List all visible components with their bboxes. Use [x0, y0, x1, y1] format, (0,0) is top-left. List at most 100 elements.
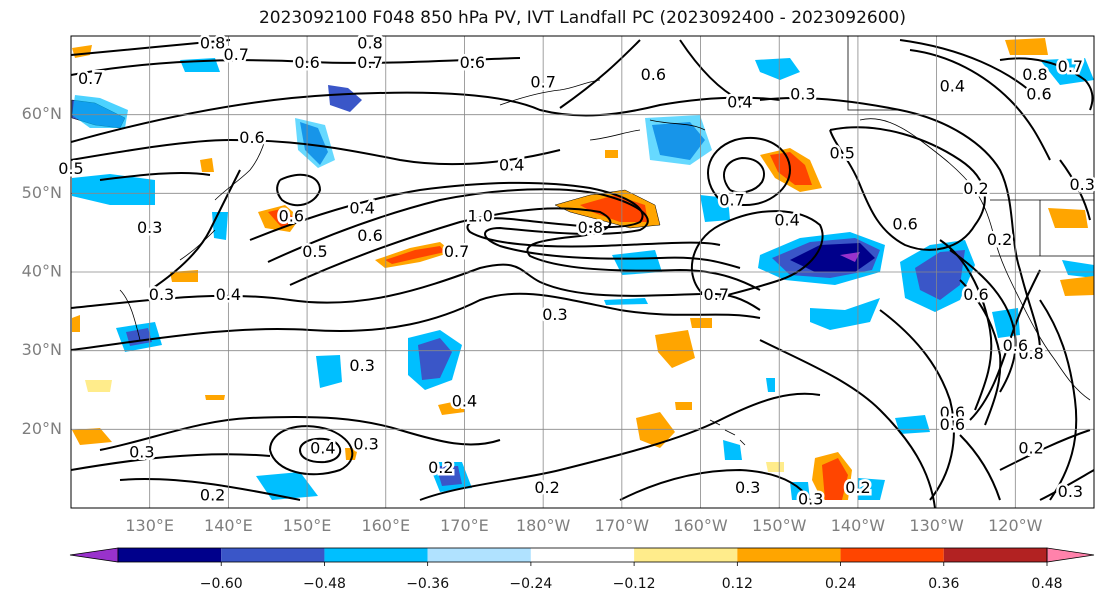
contour-label: 0.3 [137, 218, 162, 237]
colorbar-tick-label: 0.12 [722, 576, 753, 592]
longitude-tick-label: 160°E [361, 516, 410, 535]
contour-label: 0.6 [963, 285, 988, 304]
contour-label: 0.4 [216, 285, 241, 304]
contour-label: 0.6 [279, 206, 304, 225]
colorbar-segment [530, 548, 635, 562]
contour-label: 0.3 [735, 478, 760, 497]
contour-label: 0.7 [444, 242, 469, 261]
longitude-labels: 130°E 140°E 150°E 160°E 170°E 180°W 170°W 160°W… [125, 516, 1042, 535]
colorbar-segment [324, 548, 428, 562]
latitude-tick-label: 50°N [22, 183, 62, 202]
contour-label: 0.2 [534, 478, 559, 497]
contour-label: 0.6 [892, 214, 917, 233]
contour-label: 0.8 [1022, 65, 1047, 84]
coastlines [119, 36, 1094, 446]
contour-label: 0.7 [719, 191, 744, 210]
contour-label: 0.6 [460, 53, 485, 72]
contour-label: 0.3 [353, 435, 378, 454]
contour-label: 0.2 [428, 458, 453, 477]
latitude-tick-label: 30°N [22, 340, 62, 359]
latitude-tick-label: 60°N [22, 104, 62, 123]
colorbar: −0.60 −0.48 −0.36 −0.24 −0.12 0.12 0.24 0.36 0.4… [69, 547, 1095, 592]
contour-labels: 0.80.70.80.70.6 0.60.7 0.7 0.60.4 0.3 0.40.80… [56, 31, 1098, 511]
contour-label: 0.7 [357, 53, 382, 72]
contour-label: 0.3 [790, 85, 815, 104]
colorbar-tick-label: 0.48 [1031, 576, 1062, 592]
latitude-labels: 20°N 30°N 40°N 50°N 60°N [22, 104, 62, 438]
colorbar-frame [117, 547, 1048, 563]
colorbar-segment [840, 548, 944, 562]
colorbar-extend-min [69, 547, 119, 563]
longitude-tick-label: 170°W [595, 516, 650, 535]
contour-label: 0.2 [200, 486, 225, 505]
contour-label: 0.6 [1003, 336, 1028, 355]
longitude-tick-label: 150°W [752, 516, 807, 535]
contour-label: 0.4 [774, 210, 799, 229]
contour-label: 0.6 [940, 415, 965, 434]
contour-label: 0.7 [1058, 57, 1083, 76]
contour-label: 0.6 [1026, 85, 1051, 104]
longitude-tick-label: 130°W [909, 516, 964, 535]
longitude-tick-label: 120°W [988, 516, 1043, 535]
contour-label: 0.4 [452, 391, 477, 410]
contour-label: 0.6 [357, 226, 382, 245]
contour-label: 0.7 [530, 73, 555, 92]
colorbar-tick-label: −0.48 [303, 576, 346, 592]
colorbar-tick-label: 0.36 [928, 576, 959, 592]
map-frame [70, 35, 1095, 509]
contour-label: 0.3 [542, 305, 567, 324]
colorbar-tick-label: 0.24 [825, 576, 856, 592]
contour-label: 0.8 [200, 33, 225, 52]
contour-label: 0.4 [727, 92, 752, 111]
contour-label: 0.3 [349, 356, 374, 375]
contour-label: 0.8 [357, 33, 382, 52]
contour-label: 0.3 [1058, 482, 1083, 501]
contour-label: 0.2 [987, 230, 1012, 249]
contour-label: 0.7 [78, 69, 103, 88]
contour-label: 0.8 [578, 218, 603, 237]
colorbar-tick-label: −0.60 [200, 576, 243, 592]
colorbar-tick-label: −0.24 [509, 576, 552, 592]
contour-label: 0.4 [310, 439, 335, 458]
contour-label: 0.2 [963, 179, 988, 198]
longitude-tick-label: 140°W [831, 516, 886, 535]
latitude-tick-label: 20°N [22, 419, 62, 438]
contour-label: 0.6 [641, 65, 666, 84]
colorbar-tick-label: −0.12 [613, 576, 656, 592]
contour-label: 0.6 [294, 53, 319, 72]
contour-label: 0.4 [940, 77, 965, 96]
contour-label: 0.4 [349, 199, 374, 218]
contour-label: 0.3 [1069, 175, 1094, 194]
contour-label: 0.7 [224, 45, 249, 64]
latitude-tick-label: 40°N [22, 262, 62, 281]
map-title: 2023092100 F048 850 hPa PV, IVT Landfall… [258, 8, 906, 28]
contour-label: 0.6 [239, 128, 264, 147]
contour-label: 0.3 [798, 490, 823, 509]
colorbar-segment [634, 548, 738, 562]
contour-label: 0.5 [302, 242, 327, 261]
longitude-tick-label: 180°W [516, 516, 571, 535]
colorbar-tick-label: −0.36 [406, 576, 449, 592]
longitude-tick-label: 170°E [440, 516, 489, 535]
contour-label: 0.4 [499, 155, 524, 174]
contour-label: 0.5 [829, 144, 854, 163]
pv-contour-layer [71, 39, 1094, 508]
contour-label: 0.3 [149, 285, 174, 304]
contour-label: 0.6 [940, 403, 965, 422]
longitude-tick-label: 140°E [204, 516, 253, 535]
colorbar-segment [427, 548, 531, 562]
colorbar-segment [221, 548, 325, 562]
contour-label: 0.5 [58, 159, 83, 178]
longitude-tick-label: 160°W [673, 516, 728, 535]
contour-label: 0.3 [129, 442, 154, 461]
map-gridlines [71, 36, 1094, 508]
contour-label: 1.0 [467, 206, 492, 225]
colorbar-segment [737, 548, 841, 562]
contour-label: 0.7 [704, 285, 729, 304]
longitude-tick-label: 150°E [283, 516, 332, 535]
colorbar-segment [943, 548, 1047, 562]
colorbar-segment [118, 548, 222, 562]
contour-label: 0.2 [1018, 439, 1043, 458]
contour-label: 0.8 [1018, 344, 1043, 363]
